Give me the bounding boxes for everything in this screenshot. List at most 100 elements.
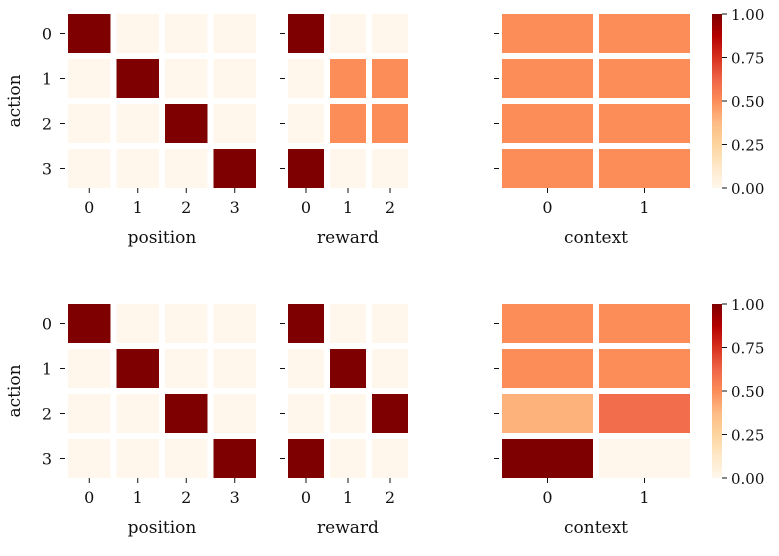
x-tick-label: 1 bbox=[133, 488, 143, 507]
heatmap-cell-r2-c2 bbox=[165, 104, 208, 143]
heatmap-cell-r2-c0 bbox=[68, 104, 111, 143]
heatmap-cell-r0-c0 bbox=[288, 304, 324, 343]
heatmap-cell-r1-c0 bbox=[68, 59, 111, 98]
heatmap-cell-r3-c1 bbox=[116, 439, 159, 478]
heatmap-cell-r2-c0 bbox=[502, 104, 593, 143]
heatmap-cell-r2-c1 bbox=[599, 104, 690, 143]
heatmap-panel-1-1: 0 1 2 reward bbox=[280, 304, 408, 538]
x-axis-label: position bbox=[128, 518, 197, 538]
y-tick-label: 3 bbox=[42, 160, 52, 179]
x-tick-label: 0 bbox=[301, 488, 311, 507]
heatmap-cell-r0-c2 bbox=[165, 14, 208, 53]
heatmap-cell-r1-c0 bbox=[288, 59, 324, 98]
x-tick-label: 2 bbox=[181, 488, 191, 507]
heatmap-cell-r3-c2 bbox=[372, 439, 408, 478]
heatmap-cell-r0-c0 bbox=[68, 304, 111, 343]
x-axis-label: context bbox=[564, 518, 628, 538]
heatmap-cell-r3-c2 bbox=[165, 439, 208, 478]
heatmap-cell-r1-c0 bbox=[502, 349, 593, 388]
heatmap-cell-r2-c3 bbox=[213, 394, 256, 433]
x-tick-label: 0 bbox=[542, 488, 552, 507]
heatmap-cell-r2-c1 bbox=[116, 394, 159, 433]
heatmap-cell-r1-c1 bbox=[330, 349, 366, 388]
colorbar-tick-label: 0.25 bbox=[731, 427, 764, 445]
heatmap-cell-r0-c0 bbox=[68, 14, 111, 53]
heatmap-cell-r2-c0 bbox=[68, 394, 111, 433]
colorbar bbox=[712, 14, 722, 188]
x-tick-label: 1 bbox=[343, 488, 353, 507]
y-tick-label: 3 bbox=[42, 450, 52, 469]
heatmap-cell-r3-c1 bbox=[599, 439, 690, 478]
y-tick-label: 2 bbox=[42, 405, 52, 424]
heatmap-cell-r0-c3 bbox=[213, 304, 256, 343]
heatmap-cell-r3-c2 bbox=[165, 149, 208, 188]
x-axis-label: position bbox=[128, 228, 197, 248]
x-axis-label: reward bbox=[317, 228, 379, 248]
heatmap-cell-r1-c1 bbox=[116, 349, 159, 388]
heatmap-cell-r0-c2 bbox=[372, 304, 408, 343]
colorbars: 0.00 0.25 0.50 0.75 1.00 0.00 0.25 0.50 0.75 1.00 bbox=[712, 6, 764, 488]
colorbar-tick-label: 0.75 bbox=[731, 340, 764, 358]
heatmap-cell-r3-c0 bbox=[68, 439, 111, 478]
heatmap-cell-r0-c0 bbox=[288, 14, 324, 53]
heatmap-cell-r2-c1 bbox=[330, 394, 366, 433]
heatmap-cell-r1-c0 bbox=[68, 349, 111, 388]
heatmap-cell-r1-c0 bbox=[288, 349, 324, 388]
x-tick-label: 2 bbox=[181, 198, 191, 217]
heatmap-cell-r2-c2 bbox=[372, 394, 408, 433]
x-tick-label: 1 bbox=[133, 198, 143, 217]
colorbar-row-1: 0.00 0.25 0.50 0.75 1.00 bbox=[712, 296, 764, 488]
heatmap-cell-r3-c1 bbox=[116, 149, 159, 188]
heatmap-cell-r3-c0 bbox=[288, 439, 324, 478]
heatmap-cell-r1-c0 bbox=[502, 59, 593, 98]
heatmap-cell-r1-c1 bbox=[599, 59, 690, 98]
colorbar-tick-label: 0.00 bbox=[731, 470, 764, 488]
heatmap-cell-r2-c0 bbox=[502, 394, 593, 433]
heatmap-cell-r3-c0 bbox=[288, 149, 324, 188]
heatmap-cell-r0-c1 bbox=[116, 14, 159, 53]
x-tick-label: 0 bbox=[84, 198, 94, 217]
colorbar-tick-label: 0.75 bbox=[731, 50, 764, 68]
heatmap-panel-1-2: 0 1 context bbox=[494, 304, 690, 538]
heatmap-cell-r3-c0 bbox=[68, 149, 111, 188]
heatmap-cell-r1-c2 bbox=[372, 349, 408, 388]
heatmap-cell-r1-c1 bbox=[599, 349, 690, 388]
colorbar-tick-label: 1.00 bbox=[731, 6, 764, 24]
heatmap-cell-r0-c2 bbox=[372, 14, 408, 53]
heatmap-cell-r3-c0 bbox=[502, 439, 593, 478]
heatmap-cell-r2-c1 bbox=[599, 394, 690, 433]
heatmap-cell-r0-c1 bbox=[599, 304, 690, 343]
x-tick-label: 0 bbox=[301, 198, 311, 217]
x-axis-label: reward bbox=[317, 518, 379, 538]
heatmap-cell-r0-c2 bbox=[165, 304, 208, 343]
x-tick-label: 2 bbox=[385, 488, 395, 507]
y-tick-label: 0 bbox=[42, 25, 52, 44]
x-tick-label: 3 bbox=[230, 198, 240, 217]
heatmap-cell-r0-c1 bbox=[116, 304, 159, 343]
heatmap-cell-r1-c2 bbox=[372, 59, 408, 98]
y-tick-label: 2 bbox=[42, 115, 52, 134]
heatmap-cell-r0-c1 bbox=[330, 14, 366, 53]
heatmap-cell-r2-c3 bbox=[213, 104, 256, 143]
colorbar bbox=[712, 304, 722, 478]
y-tick-label: 1 bbox=[42, 360, 52, 379]
x-tick-label: 0 bbox=[84, 488, 94, 507]
heatmap-cell-r2-c2 bbox=[165, 394, 208, 433]
heatmap-cell-r1-c3 bbox=[213, 59, 256, 98]
colorbar-tick-label: 0.25 bbox=[731, 137, 764, 155]
heatmap-panel-0-2: 0 1 context bbox=[494, 14, 690, 248]
heatmap-cell-r1-c3 bbox=[213, 349, 256, 388]
heatmap-cell-r2-c2 bbox=[372, 104, 408, 143]
heatmap-cell-r0-c3 bbox=[213, 14, 256, 53]
heatmap-cell-r0-c0 bbox=[502, 14, 593, 53]
heatmap-cell-r1-c1 bbox=[116, 59, 159, 98]
heatmap-panel-0-0: 0 1 2 3 0 1 2 3 position action bbox=[5, 14, 256, 248]
heatmap-panel-0-1: 0 1 2 reward bbox=[280, 14, 408, 248]
x-tick-label: 1 bbox=[639, 198, 649, 217]
colorbar-tick-label: 0.50 bbox=[731, 383, 764, 401]
heatmap-cell-r3-c1 bbox=[330, 149, 366, 188]
heatmap-cell-r0-c1 bbox=[599, 14, 690, 53]
heatmap-panels: 0 1 2 3 0 1 2 3 position action 0 1 2 reward 0 1 context… bbox=[5, 14, 690, 538]
heatmap-cell-r0-c1 bbox=[330, 304, 366, 343]
